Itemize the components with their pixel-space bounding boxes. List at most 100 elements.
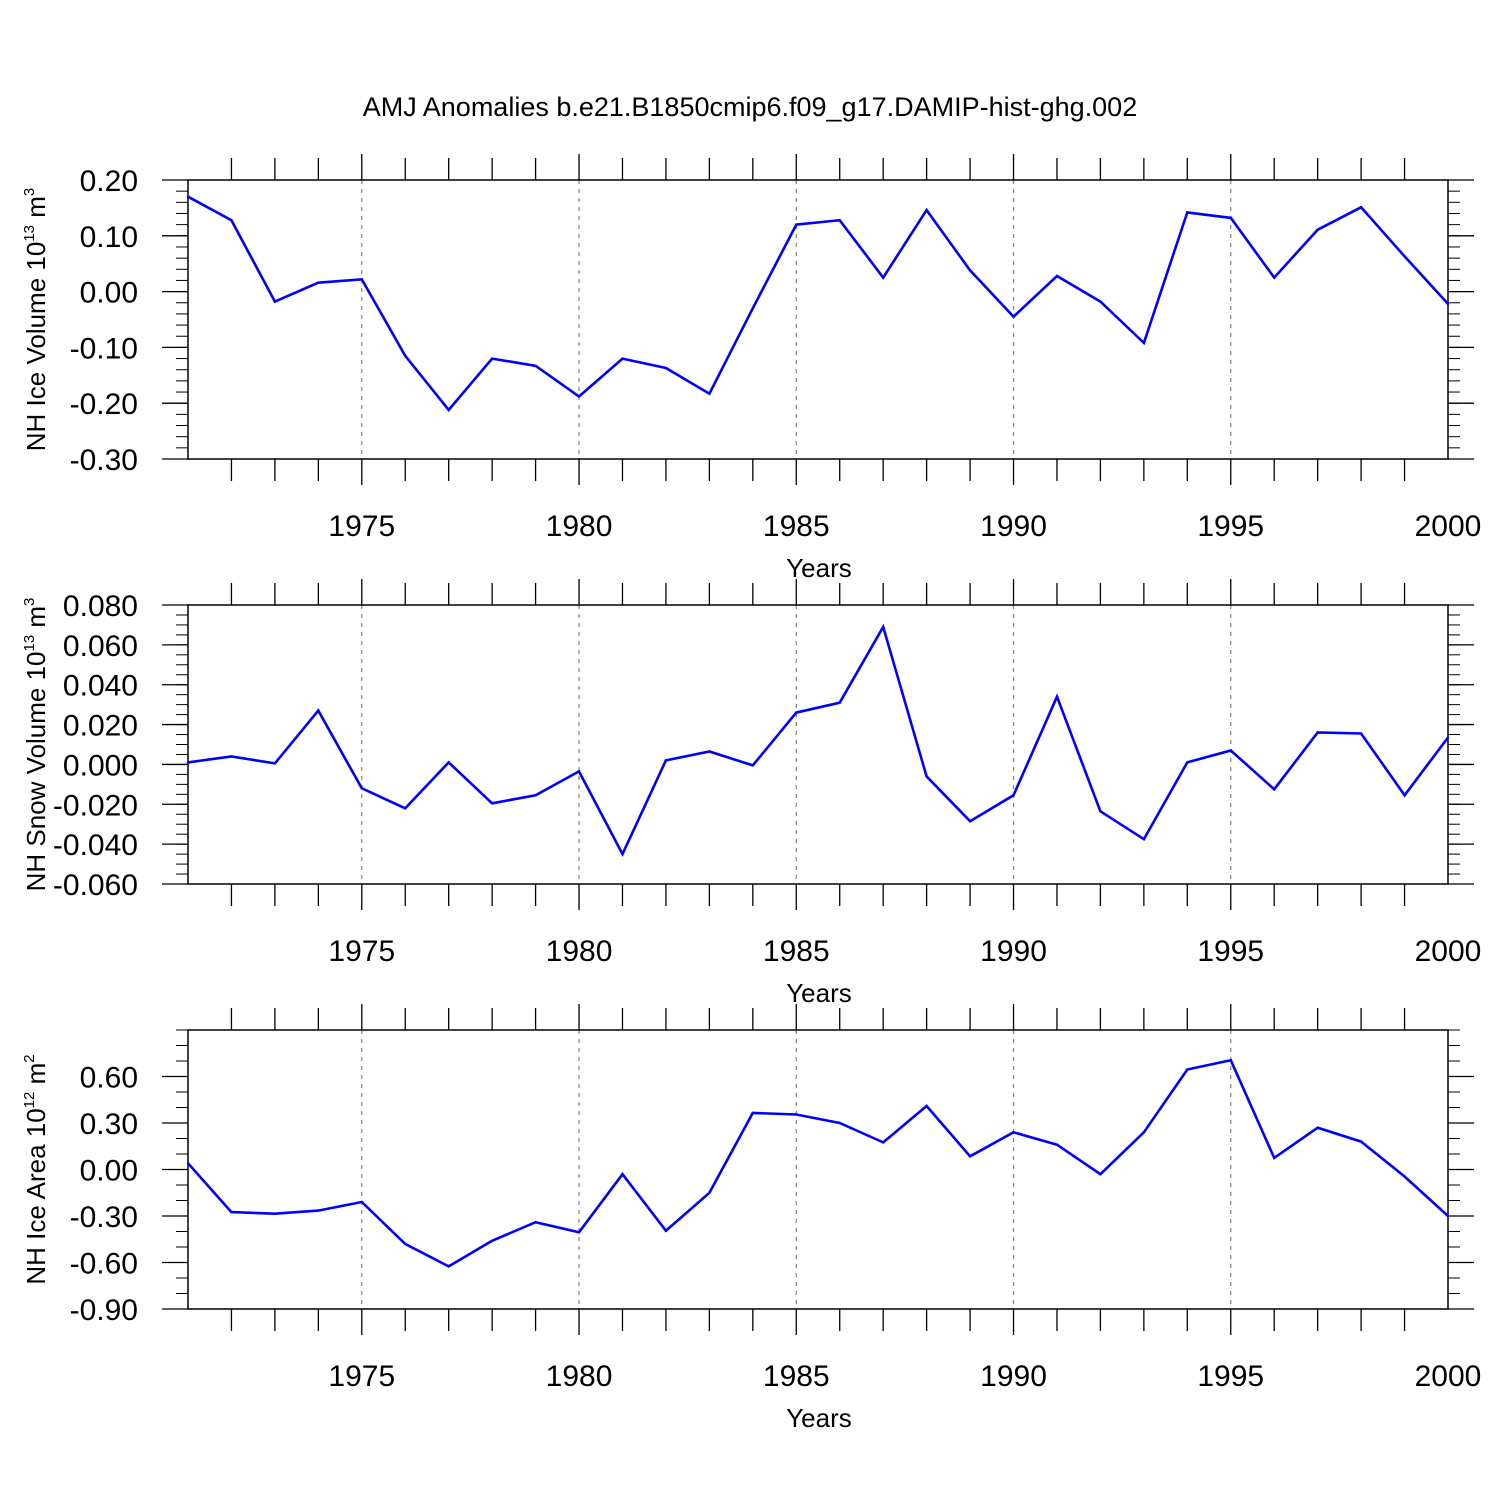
x-tick-label: 1975 xyxy=(328,510,395,543)
data-point xyxy=(1359,1140,1363,1143)
y-axis-title-exp: 13 xyxy=(21,225,38,242)
x-tick-label: 1990 xyxy=(980,935,1047,968)
data-point xyxy=(404,354,407,357)
y-tick-label: 0.080 xyxy=(63,590,138,623)
data-point xyxy=(838,701,841,704)
data-point xyxy=(751,1111,755,1115)
y-tick-label: -0.30 xyxy=(70,1201,138,1234)
data-point xyxy=(968,269,972,272)
chart-panel-1: -0.30 -0.20 -0.10 0.00 0.10 0.20 1975 1980 1985 1… xyxy=(21,154,1481,583)
data-point xyxy=(1099,810,1102,813)
data-point xyxy=(1273,276,1276,279)
data-point xyxy=(1403,1175,1406,1178)
y-tick-label: -0.20 xyxy=(70,388,138,421)
data-point xyxy=(1316,228,1319,231)
data-point xyxy=(621,357,624,360)
data-point xyxy=(490,357,494,360)
y-tick-label: 0.020 xyxy=(63,710,138,743)
x-tick-label: 1995 xyxy=(1197,935,1264,968)
y-tick-label: 0.20 xyxy=(80,165,138,198)
data-point xyxy=(534,794,537,797)
y-axis-title-exp: 13 xyxy=(21,635,38,652)
y-axis-title: NH Ice Volume 1013 m3 xyxy=(21,188,51,451)
data-point xyxy=(1446,736,1450,739)
x-tick-label: 1980 xyxy=(546,935,613,968)
y-tick-label: -0.040 xyxy=(53,829,138,862)
data-point xyxy=(273,762,277,765)
data-point xyxy=(968,1155,972,1158)
series-line xyxy=(187,195,1449,412)
data-point xyxy=(838,1121,841,1125)
data-point xyxy=(186,761,190,764)
y-tick-label: 0.30 xyxy=(80,1108,138,1141)
y-axis-title-text: NH Ice Area 10 xyxy=(21,1108,51,1284)
data-point xyxy=(577,770,581,773)
x-tick-label: 1995 xyxy=(1197,1360,1264,1393)
data-point xyxy=(925,775,928,778)
y-tick-label: 0.060 xyxy=(63,630,138,663)
y-tick-label: -0.020 xyxy=(53,789,138,822)
data-point xyxy=(1273,788,1276,791)
y-tick-label: -0.30 xyxy=(70,444,138,477)
data-point xyxy=(1359,206,1363,209)
y-axis-title-unit: m xyxy=(21,606,51,635)
y-axis-title-unit: m xyxy=(21,196,51,225)
figure-title: AMJ Anomalies b.e21.B1850cmip6.f09_g17.D… xyxy=(363,92,1137,122)
y-tick-label: 0.000 xyxy=(63,749,138,782)
plot-frame xyxy=(187,179,1449,460)
x-axis-title: Years xyxy=(786,553,852,583)
data-point xyxy=(795,1113,798,1116)
data-point xyxy=(186,195,190,198)
data-point xyxy=(1055,695,1059,698)
y-tick-label: -0.90 xyxy=(70,1294,138,1327)
data-point xyxy=(1359,732,1363,735)
y-axis-title: NH Ice Area 1012 m2 xyxy=(21,1054,51,1284)
y-axis-title-text: NH Ice Volume 10 xyxy=(21,242,51,452)
data-point xyxy=(230,1210,233,1214)
data-point xyxy=(447,1265,450,1268)
data-point xyxy=(1142,1131,1146,1134)
data-point xyxy=(751,307,755,310)
x-tick-label: 2000 xyxy=(1415,510,1482,543)
data-point xyxy=(795,711,798,714)
x-axis-title: Years xyxy=(786,978,852,1008)
data-point xyxy=(1446,302,1450,306)
data-point xyxy=(273,300,277,303)
data-point xyxy=(1403,255,1406,258)
data-point xyxy=(1012,794,1015,797)
data-point xyxy=(1099,300,1102,303)
data-point xyxy=(838,218,841,222)
data-point xyxy=(490,1239,494,1243)
data-point xyxy=(577,395,581,398)
data-point xyxy=(534,1221,537,1224)
data-point xyxy=(317,281,320,284)
data-point xyxy=(404,1242,407,1246)
data-point xyxy=(230,755,233,758)
x-tick-label: 1980 xyxy=(546,1360,613,1393)
data-point xyxy=(447,761,450,764)
x-tick-label: 1990 xyxy=(980,510,1047,543)
data-point xyxy=(577,1231,581,1234)
data-point xyxy=(881,625,885,629)
x-tick-label: 1975 xyxy=(328,1360,395,1393)
y-tick-label: -0.60 xyxy=(70,1248,138,1281)
x-tick-label: 1980 xyxy=(546,510,613,543)
y-axis-title-unit: m xyxy=(21,1063,51,1092)
y-tick-label: 0.040 xyxy=(63,670,138,703)
x-tick-label: 1985 xyxy=(763,935,830,968)
data-point xyxy=(1055,274,1059,278)
x-tick-label: 1985 xyxy=(763,1360,830,1393)
data-point xyxy=(968,820,972,823)
y-axis-title-unit-exp: 2 xyxy=(21,1054,38,1062)
data-point xyxy=(881,1141,885,1144)
y-axis-title-exp: 12 xyxy=(21,1092,38,1109)
data-point xyxy=(230,218,233,222)
plot-frame xyxy=(187,604,1449,885)
y-axis-title-unit-exp: 3 xyxy=(21,188,38,196)
chart-panel-2: -0.060 -0.040 -0.020 0.000 0.020 0.040 0.060 0.… xyxy=(21,579,1481,1008)
data-point xyxy=(1012,315,1015,318)
data-point xyxy=(708,392,711,395)
data-point xyxy=(490,802,494,805)
data-point xyxy=(404,807,407,810)
data-point xyxy=(1142,837,1146,841)
